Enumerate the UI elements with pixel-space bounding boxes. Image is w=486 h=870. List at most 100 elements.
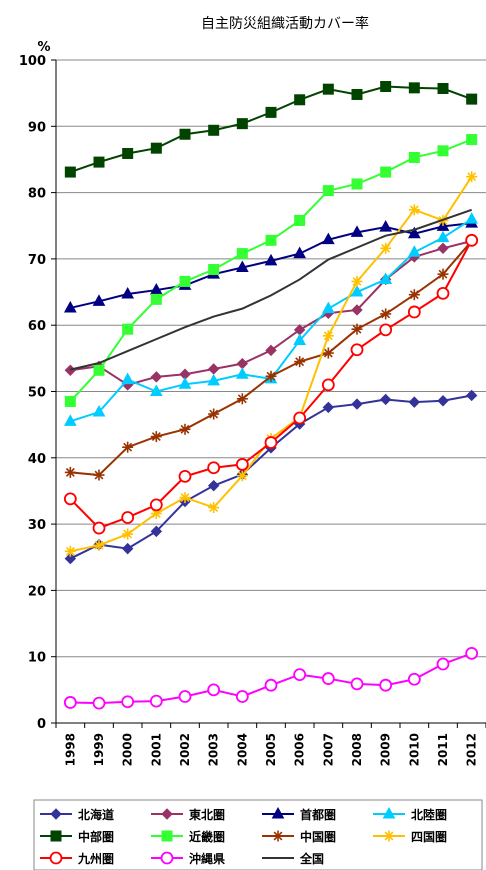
data-point <box>322 185 334 197</box>
data-point <box>408 289 420 301</box>
data-point <box>92 405 106 417</box>
x-tick-label: 2003 <box>207 733 221 766</box>
y-tick-label: 100 <box>19 54 46 69</box>
data-point <box>235 458 249 471</box>
data-point <box>407 226 421 239</box>
data-point <box>351 304 363 316</box>
legend-item: 九州圏 <box>40 851 114 866</box>
data-point <box>122 528 134 540</box>
data-point <box>63 696 77 709</box>
legend-label: 中国圏 <box>300 829 336 844</box>
chart-title: 自主防災組織活動カバー率 <box>201 15 369 32</box>
y-axis-unit: % <box>37 40 50 55</box>
data-point <box>293 411 307 425</box>
legend-item: 北海道 <box>40 807 114 822</box>
data-point <box>265 370 277 382</box>
data-point <box>122 323 134 335</box>
data-point <box>236 118 248 130</box>
data-point <box>149 694 163 708</box>
data-point <box>351 398 363 410</box>
data-point <box>350 225 364 237</box>
data-point <box>321 232 335 245</box>
data-point <box>379 678 393 692</box>
legend-marker <box>272 830 284 842</box>
data-point <box>64 395 76 407</box>
legend-item: 四国圏 <box>373 830 447 844</box>
data-point <box>236 470 248 482</box>
data-point <box>350 285 364 297</box>
data-point <box>208 264 220 276</box>
data-point <box>437 395 449 407</box>
data-point <box>150 293 162 305</box>
data-point <box>264 436 278 449</box>
data-point <box>322 330 334 342</box>
gridlines <box>56 59 486 658</box>
x-tick-label: 2007 <box>321 733 335 766</box>
legend-box <box>33 799 483 870</box>
legend-item: 北陸圏 <box>373 806 447 822</box>
data-point <box>64 552 77 565</box>
legend-marker <box>161 808 173 820</box>
series-8 <box>63 233 479 535</box>
data-point <box>121 511 135 524</box>
data-point <box>408 396 421 408</box>
data-point <box>63 414 77 426</box>
data-point <box>351 88 363 100</box>
legend-item: 首都圏 <box>262 806 336 822</box>
x-axis-ticks: 1998 1999 2000 2001 2002 2003 2004 2005 2006 2007… <box>63 733 478 766</box>
data-point <box>64 545 76 557</box>
data-point <box>265 234 277 246</box>
x-tick-label: 1999 <box>92 733 106 766</box>
data-point <box>379 393 392 406</box>
x-tick-label: 2006 <box>293 733 307 766</box>
legend-label: 四国圏 <box>411 830 447 844</box>
data-point <box>63 492 77 506</box>
x-tick-label: 1998 <box>63 733 77 766</box>
data-point <box>179 275 191 287</box>
legend-marker <box>271 806 285 819</box>
data-point <box>149 384 163 396</box>
data-point <box>92 696 106 710</box>
data-point <box>380 242 392 254</box>
axes <box>51 59 486 728</box>
data-point <box>235 260 249 273</box>
data-point <box>379 272 393 284</box>
data-point <box>207 373 221 386</box>
series-line <box>70 208 472 371</box>
data-point <box>436 657 450 671</box>
data-point <box>207 479 220 492</box>
legend-label: 首都圏 <box>300 807 336 822</box>
data-point <box>265 344 277 357</box>
series-2 <box>63 216 479 313</box>
data-point <box>208 124 220 136</box>
legend-label: 沖縄県 <box>189 851 225 866</box>
data-point <box>93 156 105 168</box>
data-point <box>350 677 364 691</box>
data-point <box>293 333 307 345</box>
series-6 <box>64 235 478 481</box>
data-point <box>351 275 363 287</box>
data-point <box>322 83 334 95</box>
data-point <box>121 287 135 299</box>
data-point <box>321 301 335 314</box>
data-point <box>121 372 135 385</box>
legend-label: 九州圏 <box>77 851 114 866</box>
x-tick-label: 2002 <box>178 733 192 766</box>
data-point <box>121 695 135 709</box>
data-point <box>122 147 134 159</box>
data-point <box>465 212 479 224</box>
legend-marker <box>161 830 173 842</box>
data-point <box>179 423 191 435</box>
x-tick-label: 2010 <box>407 733 421 766</box>
data-point <box>407 305 421 319</box>
data-point <box>379 323 393 337</box>
legend-marker <box>50 808 62 820</box>
y-tick-label: 50 <box>28 386 46 401</box>
data-point <box>265 106 277 118</box>
legend-label: 近畿圏 <box>189 829 225 844</box>
legend-marker <box>160 851 174 865</box>
data-point <box>150 142 162 154</box>
data-point <box>64 364 77 376</box>
